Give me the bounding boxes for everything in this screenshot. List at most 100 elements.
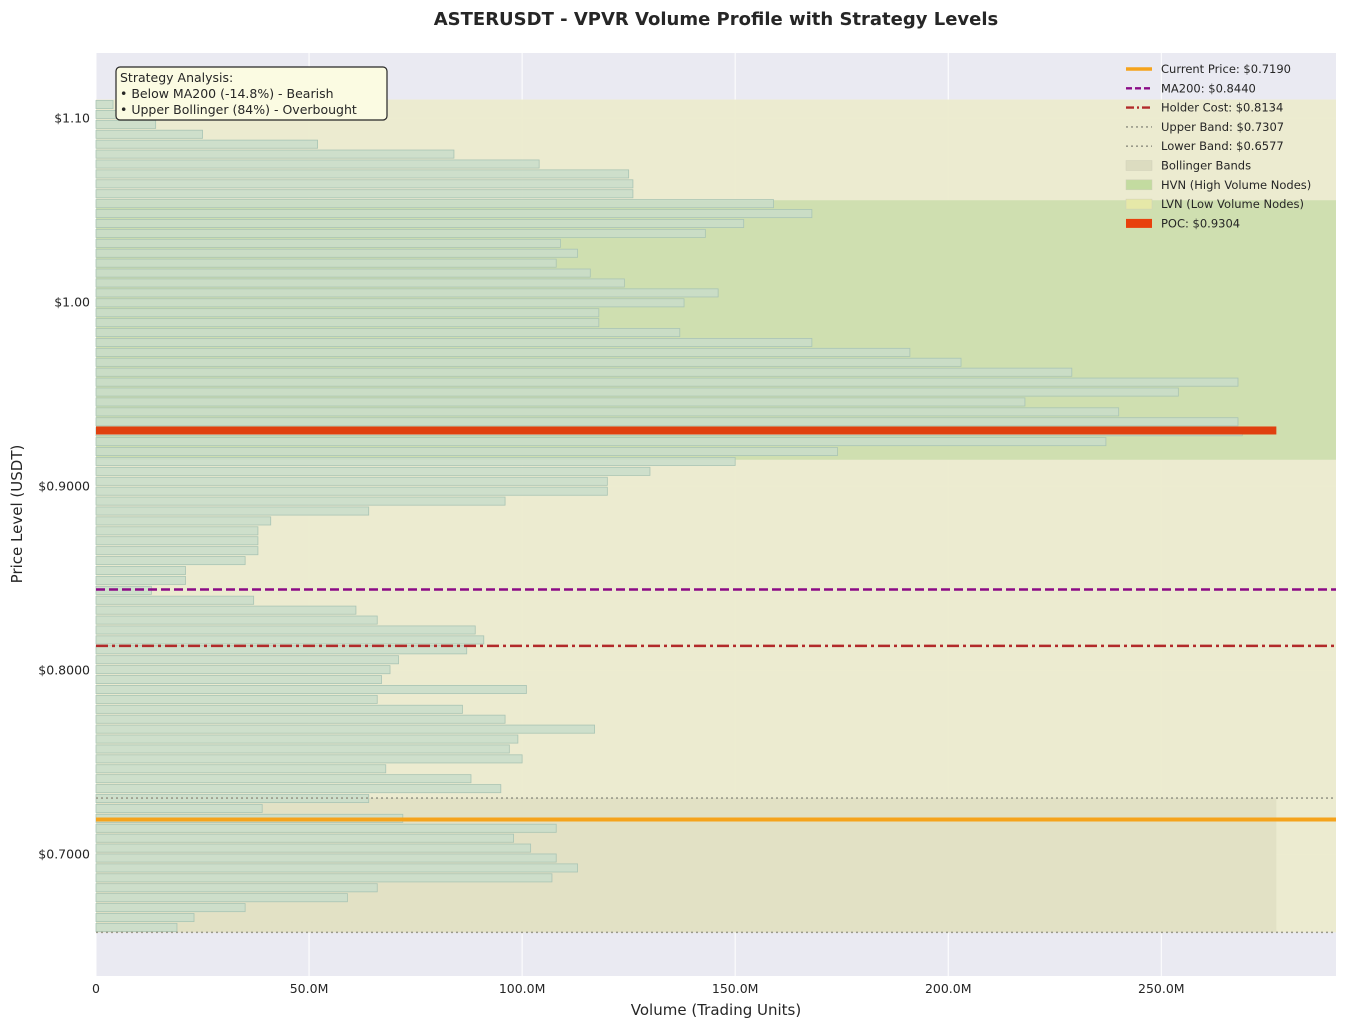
volume-bar — [95, 447, 838, 456]
strategy-analysis-box: Strategy Analysis:• Below MA200 (-14.8%)… — [115, 66, 388, 121]
annotation-line: • Below MA200 (-14.8%) - Bearish — [120, 86, 334, 101]
volume-bar — [95, 566, 186, 575]
volume-bar — [95, 298, 685, 308]
volume-bar — [95, 744, 510, 754]
x-axis-label: Volume (Trading Units) — [631, 1001, 801, 1019]
volume-bar — [95, 694, 378, 704]
volume-bar — [95, 704, 463, 714]
annotation-line: • Upper Bollinger (84%) - Overbought — [120, 102, 357, 117]
volume-bar — [95, 843, 532, 853]
volume-bar — [95, 486, 608, 496]
volume-bar — [95, 367, 1073, 377]
volume-bar — [95, 129, 203, 139]
volume-bar — [95, 883, 378, 893]
y-tick-label: $1.10 — [54, 110, 90, 125]
volume-bar — [95, 318, 600, 328]
legend-entry: POC: $0.9304 — [1161, 216, 1240, 230]
volume-bar — [95, 595, 255, 605]
volume-bar — [95, 456, 736, 466]
x-tick-label: 50.0M — [290, 981, 329, 996]
volume-bar — [95, 139, 318, 149]
volume-bar — [95, 506, 370, 516]
legend-entry: LVN (Low Volume Nodes) — [1161, 197, 1304, 211]
volume-bar — [95, 575, 186, 585]
volume-bar — [95, 873, 553, 883]
volume-bar — [95, 100, 114, 109]
volume-bar — [95, 655, 399, 665]
legend-entry: Current Price: $0.7190 — [1161, 62, 1291, 76]
legend-entry: Upper Band: $0.7307 — [1161, 120, 1284, 134]
y-tick-label: $1.00 — [54, 294, 90, 309]
volume-bar — [95, 278, 625, 288]
volume-bar — [95, 288, 719, 298]
volume-bar — [95, 179, 634, 189]
volume-bar — [95, 149, 455, 159]
volume-bar — [95, 119, 157, 129]
volume-bar — [95, 268, 591, 278]
volume-bar — [95, 903, 246, 913]
volume-bar — [95, 556, 246, 566]
volume-bar — [95, 437, 1107, 447]
x-tick-label: 150.0M — [712, 981, 759, 996]
volume-bar — [95, 347, 911, 357]
volume-bar — [95, 159, 540, 169]
volume-bar — [95, 476, 608, 486]
volume-bar — [95, 377, 1239, 387]
volume-bar — [95, 615, 378, 625]
volume-bar — [95, 516, 272, 526]
legend-entry: Lower Band: $0.6577 — [1161, 139, 1284, 153]
volume-bar — [95, 328, 681, 338]
volume-bar — [95, 357, 962, 367]
legend-marker — [1125, 160, 1153, 171]
volume-bar — [95, 714, 506, 724]
volume-bar — [95, 308, 600, 318]
volume-bar — [95, 496, 506, 506]
annotation-background — [115, 66, 388, 121]
volume-bar — [95, 258, 557, 268]
legend-marker — [1126, 218, 1152, 228]
volume-bar — [95, 546, 259, 556]
volume-bar — [95, 248, 578, 258]
volume-bar — [95, 784, 502, 794]
volume-bar — [95, 724, 595, 734]
volume-bar — [95, 893, 348, 903]
volume-bar — [95, 238, 561, 248]
volume-bar — [95, 397, 1026, 407]
volume-bar — [95, 853, 557, 863]
volume-bar — [95, 536, 259, 546]
legend-marker — [1125, 179, 1153, 191]
volume-bar — [95, 774, 472, 784]
volume-bar — [95, 803, 263, 813]
volume-bar — [95, 169, 630, 179]
volume-bar — [95, 625, 476, 635]
volume-bar — [95, 417, 1239, 427]
legend-entry: MA200: $0.8440 — [1161, 81, 1256, 95]
volume-bar — [95, 635, 485, 645]
volume-bar — [95, 764, 387, 774]
legend-entry: Holder Cost: $0.8134 — [1161, 101, 1283, 115]
y-tick-label: $0.7000 — [38, 847, 90, 862]
volume-bar — [95, 199, 774, 209]
volume-bar — [95, 675, 382, 685]
volume-bar — [95, 466, 651, 476]
volume-bar — [95, 823, 557, 833]
volume-bar — [95, 754, 523, 764]
volume-bar — [95, 665, 391, 675]
volume-bar — [95, 833, 514, 843]
x-tick-label: 200.0M — [925, 981, 972, 996]
volume-bar — [95, 734, 519, 744]
volume-bar — [95, 526, 259, 536]
volume-bar — [95, 337, 813, 347]
x-tick-label: 100.0M — [499, 981, 546, 996]
x-tick-label: 250.0M — [1138, 981, 1185, 996]
poc-bar — [96, 426, 1277, 435]
legend-entry: HVN (High Volume Nodes) — [1161, 178, 1311, 192]
volume-bar — [95, 407, 1120, 417]
legend-marker — [1125, 198, 1153, 210]
plot-area — [95, 53, 1336, 976]
legend: Current Price: $0.7190 MA200: $0.8440 Hold… — [1125, 62, 1311, 230]
y-tick-label: $0.9000 — [38, 478, 90, 493]
chart-title: ASTERUSDT - VPVR Volume Profile with Str… — [434, 9, 999, 30]
